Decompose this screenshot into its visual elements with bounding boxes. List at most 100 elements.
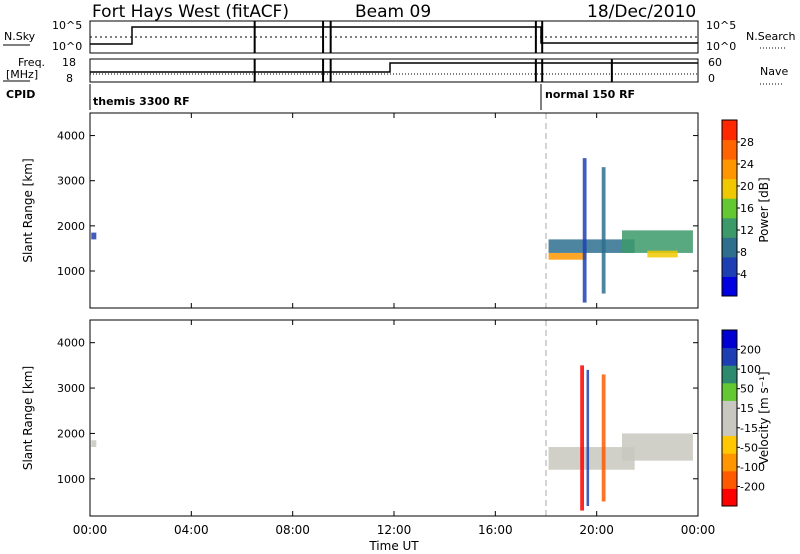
velocity-ytick-label-3: 4000 bbox=[57, 337, 85, 350]
velocity-colorbar-tick-label-7: 200 bbox=[740, 344, 761, 357]
nsky-tick-top: 10^5 bbox=[52, 19, 82, 32]
power-colorbar-tick-label-1: 8 bbox=[740, 246, 747, 259]
power-region-5 bbox=[582, 158, 587, 303]
x-tick-label-1: 04:00 bbox=[174, 523, 209, 537]
velocity-region-0 bbox=[91, 440, 97, 448]
power-ytick-label-3: 4000 bbox=[57, 130, 85, 143]
velocity-colorbar-swatch-5 bbox=[722, 400, 737, 419]
velocity-colorbar-frame bbox=[721, 329, 738, 507]
velocity-region-2 bbox=[622, 433, 693, 461]
power-colorbar-tick-label-0: 4 bbox=[740, 268, 747, 281]
nsearch-label: N.Search bbox=[746, 30, 796, 43]
x-tick-label-5: 20:00 bbox=[579, 523, 614, 537]
freq-tick-top: 18 bbox=[62, 56, 76, 69]
velocity-region-4 bbox=[586, 369, 590, 507]
power-region-0 bbox=[91, 232, 97, 240]
freq-unit-label: [MHz] bbox=[6, 68, 38, 81]
power-colorbar-swatch-7 bbox=[722, 139, 737, 160]
station-title: Fort Hays West (fitACF) bbox=[92, 2, 289, 22]
power-ytick-label-0: 1000 bbox=[57, 265, 85, 278]
x-tick-label-6: 00:00 bbox=[681, 523, 716, 537]
velocity-panel: 1000 2000 3000 4000 Slant Range [km] bbox=[21, 319, 699, 517]
velocity-region-1 bbox=[548, 447, 635, 470]
power-colorbar-swatch-0 bbox=[722, 276, 737, 297]
velocity-colorbar-label: Velocity [m s⁻¹] bbox=[757, 371, 771, 464]
power-region-2 bbox=[548, 239, 635, 253]
x-axis-label: Time UT bbox=[368, 539, 419, 553]
power-region-3 bbox=[622, 230, 693, 253]
velocity-colorbar-tick-label-6: 100 bbox=[740, 363, 761, 376]
power-region-6 bbox=[601, 167, 606, 294]
power-region-4 bbox=[647, 250, 678, 258]
cpid-label: CPID bbox=[6, 88, 35, 101]
nave-tick-top: 60 bbox=[708, 56, 722, 69]
x-axis-ticks: 00:00 04:00 08:00 12:00 16:00 20:00 00:00 bbox=[73, 523, 716, 537]
velocity-frame bbox=[89, 319, 699, 517]
power-colorbar-label: Power [dB] bbox=[757, 177, 771, 242]
velocity-colorbar: -200 -100 -50 -15 15 50 100 200 bbox=[721, 329, 765, 507]
power-region-1 bbox=[548, 252, 587, 260]
velocity-region-3 bbox=[580, 365, 584, 511]
velocity-colorbar-swatch-6 bbox=[722, 382, 737, 401]
power-colorbar-tick-label-4: 20 bbox=[740, 180, 754, 193]
power-colorbar-tick-label-6: 28 bbox=[740, 136, 754, 149]
velocity-colorbar-swatch-4 bbox=[722, 418, 737, 437]
power-colorbar-swatch-4 bbox=[722, 198, 737, 219]
velocity-y-axis-label: Slant Range [km] bbox=[21, 366, 35, 470]
power-colorbar: 4 8 12 16 20 24 28 bbox=[721, 119, 754, 297]
power-colorbar-swatch-2 bbox=[722, 237, 737, 258]
nsky-label: N.Sky bbox=[4, 30, 36, 43]
power-colorbar-swatch-5 bbox=[722, 178, 737, 199]
velocity-colorbar-tick-label-3: -15 bbox=[740, 422, 758, 435]
velocity-colorbar-swatch-0 bbox=[722, 488, 737, 507]
velocity-colorbar-tick-label-5: 50 bbox=[740, 383, 754, 396]
velocity-colorbar-swatch-9 bbox=[722, 330, 737, 349]
velocity-colorbar-swatch-8 bbox=[722, 347, 737, 366]
velocity-ytick-label-1: 2000 bbox=[57, 427, 85, 440]
nsky-trace bbox=[90, 21, 698, 53]
freq-trace bbox=[90, 59, 698, 82]
cpid-segment-2: normal 150 RF bbox=[545, 88, 635, 101]
cpid-segment-1: themis 3300 RF bbox=[93, 95, 190, 108]
velocity-region-5 bbox=[601, 374, 606, 502]
freq-solid-line bbox=[90, 62, 698, 73]
freq-tick-bottom: 8 bbox=[66, 72, 73, 85]
velocity-colorbar-swatch-1 bbox=[722, 470, 737, 489]
x-tick-label-2: 08:00 bbox=[275, 523, 310, 537]
nsky-right-tick-bottom: 10^0 bbox=[706, 40, 736, 53]
velocity-colorbar-tick-label-0: -200 bbox=[740, 480, 765, 493]
velocity-ytick-label-0: 1000 bbox=[57, 473, 85, 486]
power-ytick-label-2: 3000 bbox=[57, 175, 85, 188]
x-tick-label-3: 12:00 bbox=[377, 523, 412, 537]
power-colorbar-tick-label-5: 24 bbox=[740, 158, 754, 171]
velocity-colorbar-swatch-2 bbox=[722, 453, 737, 472]
x-tick-label-4: 16:00 bbox=[478, 523, 513, 537]
freq-panel bbox=[89, 58, 699, 83]
nsky-tick-bottom: 10^0 bbox=[52, 40, 82, 53]
velocity-colorbar-swatch-3 bbox=[722, 435, 737, 454]
power-frame bbox=[89, 112, 699, 309]
power-colorbar-tick-label-2: 12 bbox=[740, 224, 754, 237]
freq-label: Freq. bbox=[18, 56, 45, 69]
nsky-right-tick-top: 10^5 bbox=[706, 19, 736, 32]
velocity-colorbar-tick-label-4: 15 bbox=[740, 402, 754, 415]
power-panel: 1000 2000 3000 4000 Slant Range [km] bbox=[21, 112, 699, 309]
power-colorbar-swatch-3 bbox=[722, 217, 737, 238]
power-colorbar-tick-label-3: 16 bbox=[740, 202, 754, 215]
nave-tick-bottom: 0 bbox=[708, 72, 715, 85]
velocity-colorbar-tick-label-1: -100 bbox=[740, 461, 765, 474]
velocity-colorbar-swatch-7 bbox=[722, 365, 737, 384]
velocity-colorbar-tick-label-2: -50 bbox=[740, 441, 758, 454]
power-y-axis-label: Slant Range [km] bbox=[21, 158, 35, 262]
power-colorbar-swatch-6 bbox=[722, 159, 737, 180]
power-colorbar-swatch-1 bbox=[722, 256, 737, 277]
date-title: 18/Dec/2010 bbox=[587, 2, 696, 22]
nsky-solid-line bbox=[90, 26, 698, 45]
velocity-ytick-label-2: 3000 bbox=[57, 382, 85, 395]
beam-title: Beam 09 bbox=[355, 2, 431, 22]
power-colorbar-swatch-8 bbox=[722, 120, 737, 141]
x-tick-label-0: 00:00 bbox=[73, 523, 108, 537]
nave-label: Nave bbox=[760, 65, 788, 78]
power-ytick-label-1: 2000 bbox=[57, 220, 85, 233]
